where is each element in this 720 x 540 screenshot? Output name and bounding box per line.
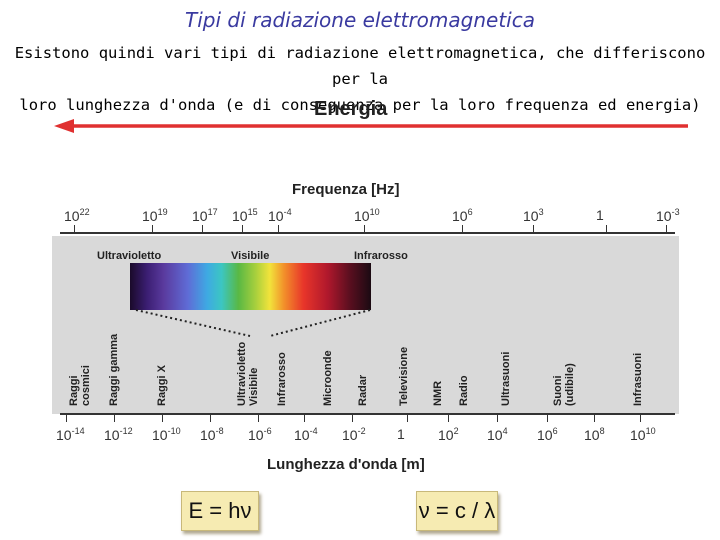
wavelength-tick-label: 1010 xyxy=(630,426,656,443)
category-label: Raggi X xyxy=(156,365,168,406)
wavelength-axis-title: Lunghezza d'onda [m] xyxy=(267,456,425,473)
frequency-tick-label: 1 xyxy=(596,207,604,223)
wavelength-tick-mark xyxy=(547,414,548,422)
wavelength-tick-mark xyxy=(114,414,115,422)
frequency-tick-mark xyxy=(606,225,607,233)
frequency-tick-mark xyxy=(202,225,203,233)
page-title: Tipi di radiazione elettromagnetica xyxy=(185,8,535,32)
wavelength-tick-mark xyxy=(594,414,595,422)
wavelength-tick-label: 10-12 xyxy=(104,426,133,443)
wavelength-tick-mark xyxy=(640,414,641,422)
frequency-tick-mark xyxy=(533,225,534,233)
wavelength-tick-label: 10-14 xyxy=(56,426,85,443)
wavelength-tick-mark xyxy=(448,414,449,422)
frequency-tick-mark xyxy=(364,225,365,233)
wavelength-tick-label: 10-4 xyxy=(294,426,318,443)
wavelength-tick-label: 108 xyxy=(584,426,605,443)
wavelength-tick-mark xyxy=(162,414,163,422)
category-label: Ultravioletto Visibile xyxy=(236,341,260,406)
frequency-tick-mark xyxy=(666,225,667,233)
category-label: Radio xyxy=(458,375,470,406)
frequency-tick-label: 1015 xyxy=(232,207,258,224)
category-label: NMR xyxy=(432,380,444,406)
wavelength-tick-mark xyxy=(407,414,408,422)
frequency-tick-mark xyxy=(462,225,463,233)
category-label: Infrarosso xyxy=(276,352,288,406)
wavelength-tick-label: 10-6 xyxy=(248,426,272,443)
wavelength-tick-label: 10-2 xyxy=(342,426,366,443)
frequency-axis-title: Frequenza [Hz] xyxy=(292,181,400,198)
frequency-tick-mark xyxy=(278,225,279,233)
frequency-tick-label: 106 xyxy=(452,207,473,224)
wavelength-tick-mark xyxy=(304,414,305,422)
frequency-tick-label: 103 xyxy=(523,207,544,224)
category-label: Radar xyxy=(357,374,369,406)
frequency-formula: ν = c / λ xyxy=(416,491,498,531)
wavelength-tick-mark xyxy=(258,414,259,422)
frequency-tick-label: 10-4 xyxy=(268,207,292,224)
wavelength-tick-label: 1 xyxy=(397,426,405,442)
frequency-tick-mark xyxy=(152,225,153,233)
category-label: Infrasuoni xyxy=(632,352,644,406)
energy-arrow-icon xyxy=(54,119,688,133)
frequency-tick-label: 1017 xyxy=(192,207,218,224)
frequency-tick-mark xyxy=(74,225,75,233)
energy-label: Energia xyxy=(314,98,388,120)
category-label: Raggi gamma xyxy=(108,333,120,406)
frequency-tick-label: 1010 xyxy=(354,207,380,224)
energy-formula: E = hν xyxy=(181,491,259,531)
wavelength-tick-label: 10-8 xyxy=(200,426,224,443)
category-label: Suoni (udibile) xyxy=(552,363,576,406)
subtitle-line-2: loro lunghezza d'onda (e di conseguenza … xyxy=(19,96,701,114)
frequency-tick-label: 1019 xyxy=(142,207,168,224)
wavelength-tick-label: 10-10 xyxy=(152,426,181,443)
category-label: Televisione xyxy=(398,346,410,406)
ultraviolet-label: Ultravioletto xyxy=(97,250,162,262)
category-label: Raggi cosmici xyxy=(68,365,92,406)
infrared-label: Infrarosso xyxy=(354,250,408,262)
visible-spectrum-bar xyxy=(130,263,371,310)
wavelength-tick-label: 102 xyxy=(438,426,459,443)
wavelength-tick-mark xyxy=(352,414,353,422)
wavelength-axis-line xyxy=(60,413,675,415)
category-label: Ultrasuoni xyxy=(500,351,512,406)
wavelength-tick-mark xyxy=(66,414,67,422)
wavelength-tick-mark xyxy=(210,414,211,422)
visible-label: Visibile xyxy=(231,250,270,262)
frequency-tick-label: 1022 xyxy=(64,207,90,224)
frequency-tick-label: 10-3 xyxy=(656,207,680,224)
wavelength-tick-label: 106 xyxy=(537,426,558,443)
category-label: Microonde xyxy=(322,350,334,406)
frequency-axis-line xyxy=(60,232,675,234)
frequency-tick-mark xyxy=(242,225,243,233)
subtitle: Esistono quindi vari tipi di radiazione … xyxy=(4,40,716,118)
wavelength-tick-label: 104 xyxy=(487,426,508,443)
wavelength-tick-mark xyxy=(497,414,498,422)
subtitle-line-1: Esistono quindi vari tipi di radiazione … xyxy=(14,44,706,88)
